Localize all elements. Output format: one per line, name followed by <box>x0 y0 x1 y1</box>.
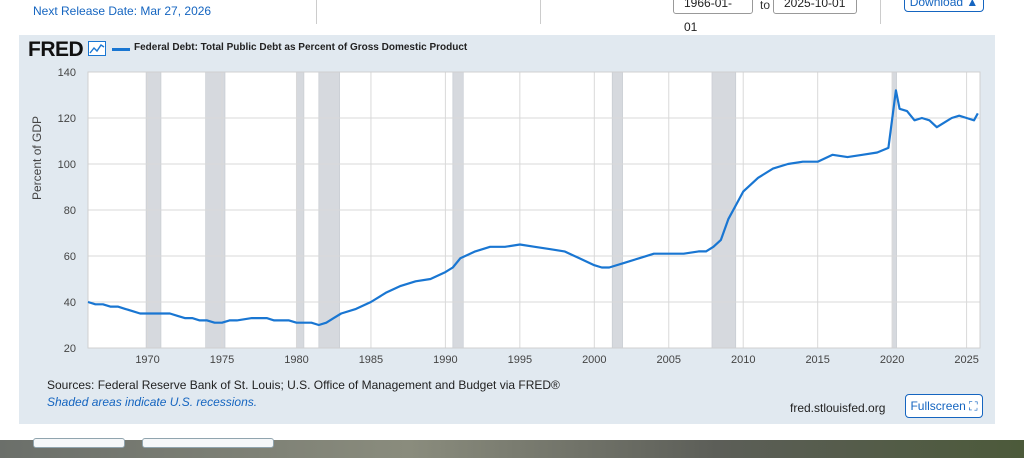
x-tick-label: 1995 <box>508 354 532 366</box>
x-tick-label: 2020 <box>880 354 904 366</box>
y-tick-label: 60 <box>64 251 76 263</box>
x-tick-label: 2015 <box>805 354 829 366</box>
y-tick-label: 120 <box>58 113 76 125</box>
x-tick-label: 1980 <box>284 354 308 366</box>
toolbar-divider <box>316 0 317 24</box>
line-graph-icon <box>88 41 106 56</box>
toolbar-divider <box>540 0 541 24</box>
sources-text: Sources: Federal Reserve Bank of St. Lou… <box>47 378 560 392</box>
y-tick-labels: 20 40 60 80 100 120 140 <box>58 67 76 355</box>
fred-logo: FRED <box>28 38 84 61</box>
x-tick-label: 2005 <box>657 354 681 366</box>
fullscreen-label: Fullscreen <box>910 399 966 413</box>
fullscreen-icon: ⛶ <box>969 399 978 413</box>
x-tick-label: 2000 <box>582 354 606 366</box>
top-toolbar: Next Release Date: Mar 27, 2026 1966-01-… <box>0 0 1024 34</box>
series-line-federal-debt <box>87 89 979 327</box>
date-range-to-label: to <box>760 0 771 12</box>
download-label: Download <box>909 0 964 9</box>
site-url: fred.stlouisfed.org <box>790 401 886 415</box>
x-tick-label: 1975 <box>210 354 234 366</box>
plot-area-border <box>87 71 981 349</box>
legend-swatch <box>112 48 130 51</box>
x-tick-label: 2010 <box>731 354 755 366</box>
x-tick-labels: 1970 1975 1980 1985 1990 1995 2000 2005 2010 2015… <box>135 354 979 366</box>
next-release-date: Next Release Date: Mar 27, 2026 <box>33 4 212 18</box>
recession-note: Shaded areas indicate U.S. recessions. <box>47 395 258 409</box>
toolbar-divider <box>880 0 881 24</box>
y-tick-label: 40 <box>64 297 76 309</box>
x-tick-label: 1985 <box>359 354 383 366</box>
fullscreen-button[interactable]: Fullscreen ⛶ <box>905 394 983 418</box>
legend-label: Federal Debt: Total Public Debt as Perce… <box>134 42 468 53</box>
x-tick-label: 1990 <box>433 354 457 366</box>
download-icon: ▲ <box>966 0 979 9</box>
x-tick-label: 2025 <box>954 354 978 366</box>
y-tick-label: 80 <box>64 205 76 217</box>
bottom-tab[interactable] <box>142 438 274 448</box>
download-button[interactable]: Download ▲ <box>904 0 984 12</box>
y-tick-label: 20 <box>64 343 76 355</box>
start-date-input[interactable]: 1966-01-01 <box>673 0 753 34</box>
y-tick-label: 140 <box>58 67 76 79</box>
bottom-tab[interactable] <box>33 438 125 448</box>
y-tick-label: 100 <box>58 159 76 171</box>
x-tick-label: 1970 <box>135 354 159 366</box>
end-date-input[interactable]: 2025-10-01 <box>773 0 857 14</box>
